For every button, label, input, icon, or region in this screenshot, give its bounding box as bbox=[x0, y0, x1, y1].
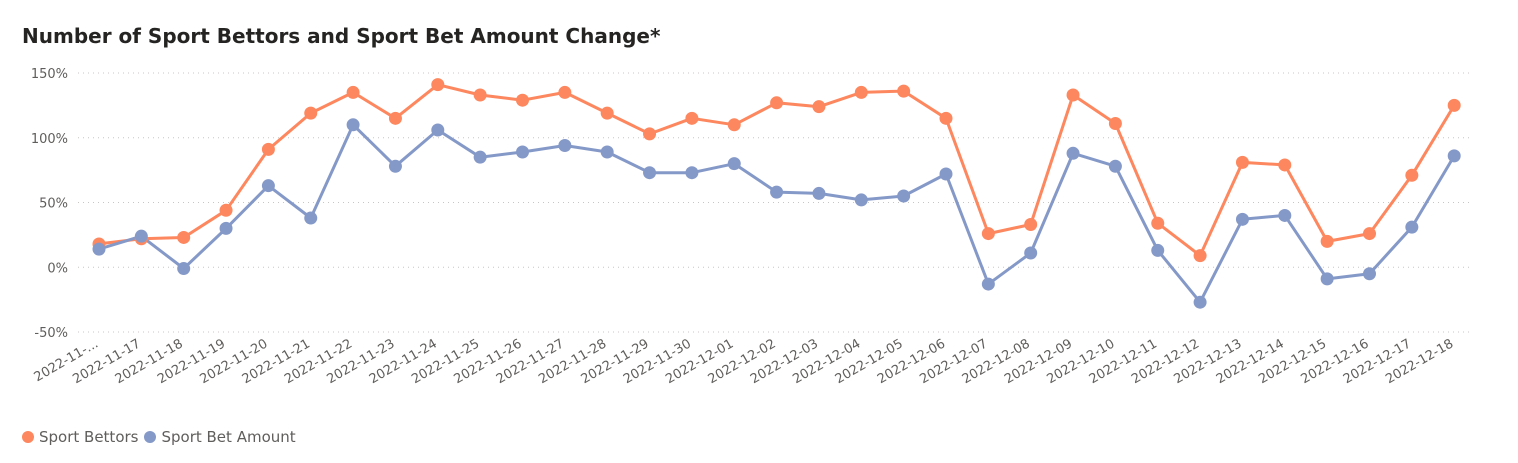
data-point[interactable] bbox=[770, 185, 784, 199]
data-point[interactable] bbox=[346, 118, 360, 132]
gridlines bbox=[78, 72, 1470, 333]
y-tick-label: 50% bbox=[39, 197, 68, 212]
data-point[interactable] bbox=[939, 111, 953, 125]
data-point[interactable] bbox=[1320, 272, 1334, 286]
data-point[interactable] bbox=[177, 230, 191, 244]
legend-marker-icon bbox=[22, 431, 34, 443]
data-point[interactable] bbox=[600, 106, 614, 120]
data-point[interactable] bbox=[516, 93, 529, 107]
data-point[interactable] bbox=[473, 88, 487, 102]
data-point[interactable] bbox=[1278, 208, 1292, 222]
data-point[interactable] bbox=[685, 111, 699, 125]
data-point[interactable] bbox=[981, 277, 995, 291]
line-chart: 150% 100% 50% 0% -50% 2022-11-...2022-11-172… bbox=[31, 67, 1470, 387]
y-axis: 150% 100% 50% 0% -50% bbox=[31, 67, 68, 341]
data-point[interactable] bbox=[1320, 234, 1334, 248]
data-point[interactable] bbox=[473, 150, 487, 164]
data-point[interactable] bbox=[92, 242, 106, 256]
data-point[interactable] bbox=[770, 96, 784, 110]
data-point[interactable] bbox=[1193, 249, 1207, 263]
data-point[interactable] bbox=[1363, 267, 1376, 281]
data-point[interactable] bbox=[1235, 155, 1249, 169]
y-tick-label: 100% bbox=[31, 132, 68, 147]
legend-item-sport-bettors[interactable]: Sport Bettors bbox=[22, 428, 138, 446]
y-tick-label: 0% bbox=[47, 261, 68, 276]
data-point[interactable] bbox=[727, 118, 741, 132]
data-point[interactable] bbox=[1066, 146, 1080, 160]
data-point[interactable] bbox=[1024, 218, 1038, 232]
data-point[interactable] bbox=[727, 157, 741, 171]
data-point[interactable] bbox=[558, 85, 572, 99]
data-point[interactable] bbox=[643, 166, 657, 180]
data-point[interactable] bbox=[304, 211, 318, 225]
data-point[interactable] bbox=[812, 100, 826, 114]
data-point[interactable] bbox=[177, 262, 191, 276]
data-point[interactable] bbox=[1405, 220, 1419, 234]
data-point[interactable] bbox=[431, 123, 445, 137]
data-point[interactable] bbox=[304, 106, 318, 120]
data-point[interactable] bbox=[431, 78, 445, 92]
data-point[interactable] bbox=[219, 221, 233, 235]
data-point[interactable] bbox=[261, 142, 275, 156]
data-point[interactable] bbox=[1108, 159, 1122, 173]
y-tick-label: 150% bbox=[31, 67, 68, 82]
data-point[interactable] bbox=[219, 203, 233, 217]
data-point[interactable] bbox=[1151, 243, 1165, 257]
data-point[interactable] bbox=[812, 186, 826, 200]
data-point[interactable] bbox=[854, 85, 868, 99]
data-point[interactable] bbox=[854, 193, 868, 207]
data-point[interactable] bbox=[685, 166, 699, 180]
data-point[interactable] bbox=[1235, 212, 1249, 226]
legend: Sport Bettors Sport Bet Amount bbox=[22, 428, 302, 446]
chart-title: Number of Sport Bettors and Sport Bet Am… bbox=[22, 24, 661, 48]
data-point[interactable] bbox=[897, 84, 911, 98]
data-point[interactable] bbox=[981, 227, 995, 241]
legend-item-sport-bet-amount[interactable]: Sport Bet Amount bbox=[144, 428, 296, 446]
data-point[interactable] bbox=[1024, 246, 1038, 260]
data-point[interactable] bbox=[388, 111, 402, 125]
x-axis: 2022-11-...2022-11-172022-11-182022-11-1… bbox=[32, 336, 1457, 387]
data-point[interactable] bbox=[558, 139, 572, 153]
data-point[interactable] bbox=[516, 145, 529, 159]
data-point[interactable] bbox=[1447, 98, 1461, 112]
data-point[interactable] bbox=[1447, 149, 1461, 163]
data-point[interactable] bbox=[939, 167, 953, 181]
data-point[interactable] bbox=[897, 189, 911, 203]
y-tick-label: -50% bbox=[34, 326, 68, 341]
data-point[interactable] bbox=[134, 229, 148, 243]
data-point[interactable] bbox=[1108, 117, 1122, 131]
data-point[interactable] bbox=[388, 159, 402, 173]
data-point[interactable] bbox=[1151, 216, 1165, 230]
legend-label: Sport Bet Amount bbox=[161, 428, 296, 446]
data-point[interactable] bbox=[1363, 227, 1376, 241]
data-point[interactable] bbox=[643, 127, 657, 141]
data-point[interactable] bbox=[1066, 88, 1080, 102]
series-line-0 bbox=[98, 83, 1456, 258]
data-point[interactable] bbox=[1405, 168, 1419, 182]
series-points bbox=[92, 78, 1461, 309]
data-point[interactable] bbox=[600, 145, 614, 159]
legend-marker-icon bbox=[144, 431, 157, 443]
data-point[interactable] bbox=[346, 85, 360, 99]
series-line-1 bbox=[98, 123, 1456, 304]
data-point[interactable] bbox=[1278, 158, 1292, 172]
legend-label: Sport Bettors bbox=[39, 428, 139, 446]
data-point[interactable] bbox=[261, 179, 275, 193]
data-point[interactable] bbox=[1193, 295, 1207, 309]
